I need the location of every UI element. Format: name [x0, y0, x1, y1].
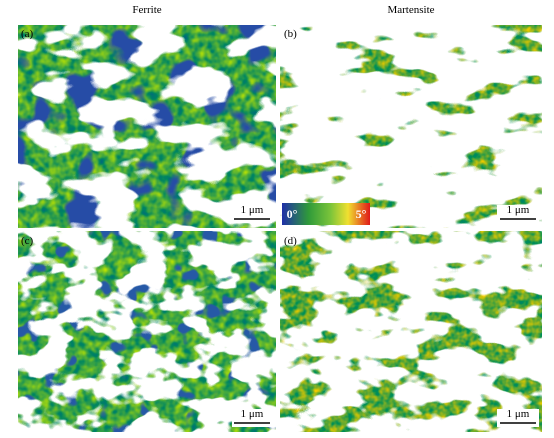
scale-bar-label: 1 μm: [241, 204, 264, 216]
panel: (a) 1 μm: [18, 25, 276, 228]
colorbar-max: 5°: [356, 207, 367, 221]
colorbar-min: 0°: [287, 207, 298, 221]
micrograph: [280, 25, 542, 228]
panel-label: (c): [21, 235, 34, 247]
column-title: Martensite: [387, 4, 434, 16]
micrograph: [18, 25, 276, 228]
scale-bar-label: 1 μm: [507, 408, 530, 420]
scale-bar-label: 1 μm: [507, 204, 530, 216]
scale-bar-label: 1 μm: [241, 408, 264, 420]
micrograph: [280, 231, 542, 432]
panel-label: (b): [284, 28, 297, 40]
panel: (d) 1 μm: [280, 231, 542, 432]
column-title: Ferrite: [132, 4, 161, 16]
panel-label: (d): [284, 235, 297, 247]
micrograph: [18, 231, 276, 432]
colorbar: [282, 203, 370, 225]
panel: (c) 1 μm: [18, 231, 276, 432]
panel-label: (a): [21, 28, 34, 40]
panel: (b) 0° 5° 1 μm: [280, 25, 542, 228]
